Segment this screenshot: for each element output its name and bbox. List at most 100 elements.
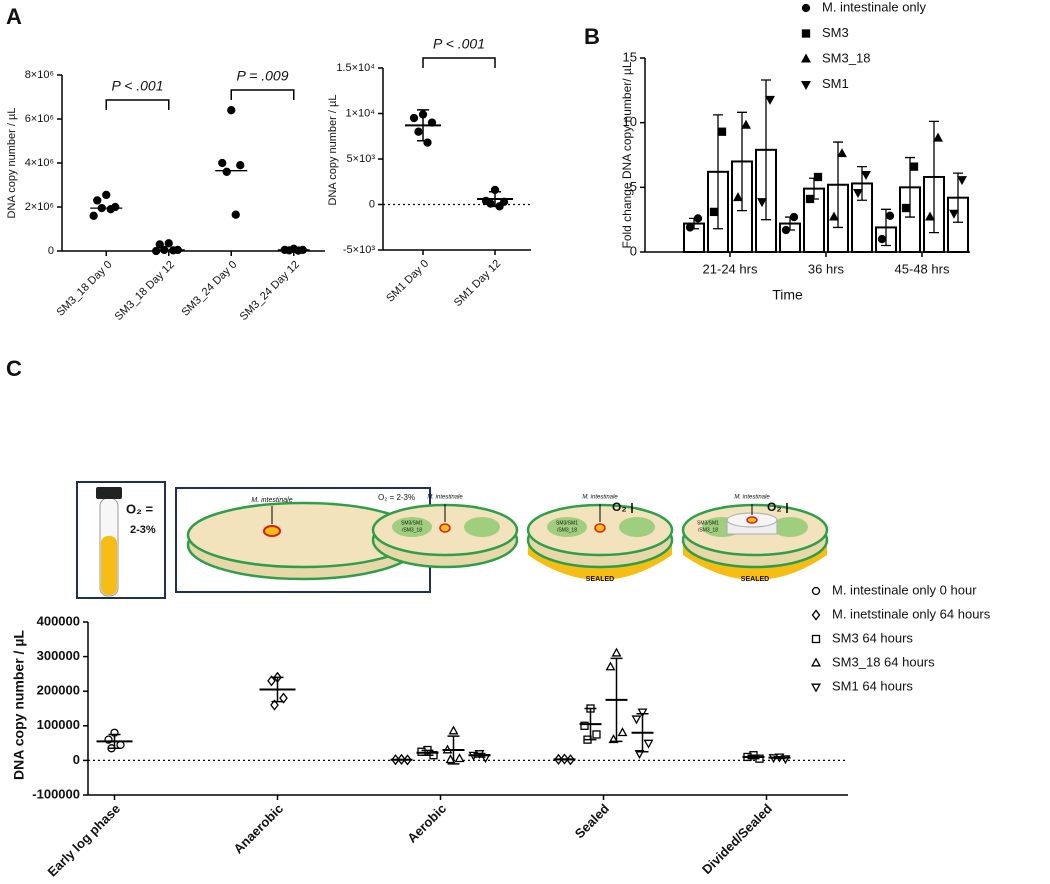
data-point [231,210,240,219]
data-point [218,158,227,168]
data-point [837,148,847,158]
legend-marker [811,683,821,693]
bracket [230,89,295,100]
error-bar [447,735,460,765]
legend-label: SM3_18 64 hours [832,654,935,669]
data-point [102,190,111,200]
legend-label: SM3 [822,25,849,40]
y-tick-label: 5 [630,179,637,194]
y-tick-label: 2×10⁶ [25,201,54,213]
colony [594,523,606,533]
error-bar [610,657,623,743]
y-tick-label: 4×10⁶ [25,157,54,169]
legend-label: M. intestinale only [822,0,927,14]
group-label: SM3/SM1 [697,520,719,526]
bracket [105,99,170,110]
y-tick-label: 1×10⁴ [345,107,375,119]
plate-label: M. intestinale [582,495,618,501]
data-point [901,203,911,213]
x-tick-label: SM3_18 Day 12 [113,259,177,323]
legend-label: SM3_18 [822,50,870,65]
y-tick-label: -5×10³ [343,244,375,256]
error-bar [953,172,963,223]
legend-label: SM3 64 hours [832,630,913,645]
plate-label: M. intestinale [427,495,463,501]
legend-marker [801,29,811,38]
y-tick-label: 15 [623,49,637,64]
x-tick-label: SM3_24 Day 0 [179,259,239,319]
tube-cap [96,487,122,499]
culture [619,517,655,537]
legend-marker [801,81,811,91]
panel-label: A [6,4,22,29]
data-point [693,214,703,223]
y-axis-label: DNA copy number / µL [327,95,339,206]
data-point [933,132,943,142]
data-point [236,161,245,170]
culture [547,517,587,537]
seal [528,538,672,580]
x-tick-label: Anaerobic [230,801,286,857]
data-point [155,240,164,249]
seal-label: SEALED [741,576,769,583]
data-point [717,127,727,136]
legend-marker [811,634,821,644]
culture [464,517,500,537]
error-bar [108,733,121,750]
data-point [270,699,279,711]
data-point [685,223,695,232]
colony [439,523,451,533]
panel-label: C [6,356,22,381]
culture [772,517,808,537]
y-tick-label: 400000 [37,613,80,628]
y-tick-label: 8×10⁶ [25,69,54,81]
data-point [580,721,589,730]
y-tick-label: 6×10⁶ [25,113,54,125]
y-axis-label: Fold change DNA copy number/ µL [620,61,634,248]
x-tick-label: 36 hrs [808,261,845,276]
data-point [805,194,815,204]
data-point [151,246,161,256]
x-tick-label: SM3_18 Day 0 [54,259,114,319]
data-point [741,119,751,129]
data-point [781,225,791,235]
legend-label: M. inetstinale only 64 hours [832,606,991,621]
data-point [829,211,839,221]
y-tick-label: 300000 [37,648,80,663]
data-point [164,239,173,248]
error-bar [489,191,501,208]
data-point [957,176,967,186]
y-tick-label: 0 [630,243,637,258]
error-bar [761,79,771,221]
x-tick-label: Aerobic [404,801,449,846]
error-bar [417,109,429,142]
x-tick-label: Divided/Sealed [699,801,775,877]
data-point [409,113,419,123]
bracket [422,57,496,68]
legend-label: M. intestinale only 0 hour [832,582,977,597]
y-tick-label: 0 [73,752,80,767]
x-tick-label: SM1 Day 12 [452,258,503,309]
data-point [89,211,98,220]
group-label: /SM3_18 [698,527,718,533]
annotation: P = .009 [236,68,288,84]
data-point [643,739,654,749]
tube-label: 2-3% [130,524,156,536]
error-bar [636,712,649,753]
x-tick-label: Early log phase [44,801,123,880]
y-tick-label: 0 [48,245,54,257]
error-bar [584,707,597,741]
tube-box [76,481,166,599]
data-point [486,199,495,208]
x-tick-label: SM1 Day 0 [384,258,431,305]
group-label: /SM3_18 [557,527,577,533]
data-point [294,246,303,255]
x-tick-label: 45-48 hrs [895,261,950,276]
data-point [885,211,895,220]
data-point [733,192,743,202]
legend-marker [811,657,821,667]
y-tick-label: 10 [623,114,637,129]
data-point [757,198,767,208]
o2-label: O₂ [612,500,627,514]
